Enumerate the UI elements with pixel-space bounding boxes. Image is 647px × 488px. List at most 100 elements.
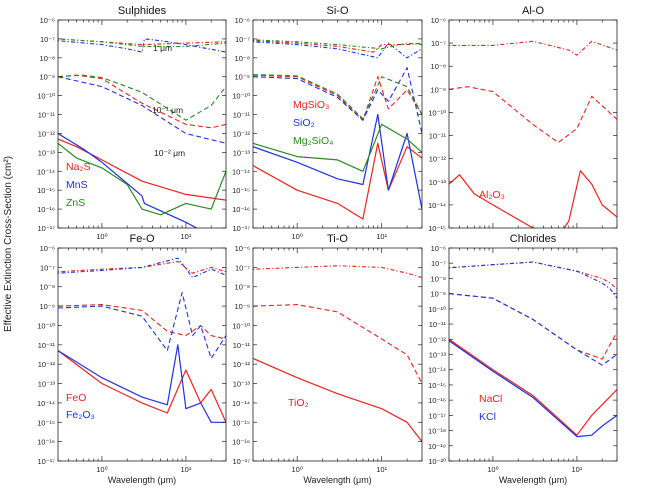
series-line (58, 38, 226, 46)
y-tick-label: 10⁻¹⁵ (232, 186, 250, 195)
x-axis-label: Wavelength (μm) (303, 475, 371, 485)
series-group (449, 40, 617, 228)
y-tick-label: 10⁻¹⁵ (37, 186, 55, 195)
y-tick-label: 10⁻¹¹ (429, 320, 447, 329)
series-line (253, 74, 422, 120)
panel-title: Ti-O (327, 233, 348, 245)
series-line (253, 39, 422, 50)
legend-entry: ZnS (66, 197, 85, 209)
y-tick-label: 10⁻¹³ (233, 148, 251, 157)
panel-2: Si-O 10⁻¹⁷ 10⁻¹⁶ 10⁻¹⁵ 10⁻¹⁴ 10⁻¹³ 10⁻¹² 10⁻¹¹ 1… (232, 5, 423, 241)
y-tick-label: 10⁻¹⁷ (37, 224, 55, 233)
y-tick-label: 10⁻⁷ (431, 39, 446, 48)
legend-entry: MnS (66, 179, 88, 191)
series-line (449, 293, 617, 366)
y-tick-label: 10⁻¹⁴ (428, 201, 446, 210)
x-tick-label: 10⁰ (292, 465, 303, 474)
y-tick-label: 10⁻⁷ (40, 35, 55, 44)
y-tick-label: 10⁻⁶ (431, 244, 446, 253)
series-line (58, 132, 198, 228)
y-tick-label: 10⁻⁶ (431, 16, 446, 25)
legend-entry: Fe₂O₃ (66, 409, 95, 421)
series-line (449, 170, 617, 228)
series-line (58, 142, 226, 216)
y-tick-label: 10⁻⁹ (39, 73, 55, 82)
panel-3: Al-O 10⁻¹⁵ 10⁻¹⁴ 10⁻¹³ 10⁻¹² 10⁻¹¹ 10⁻¹⁰ 10⁻⁹ 10… (428, 5, 618, 233)
legend-entry: Al₂O₃ (479, 189, 505, 201)
y-tick-label: 10⁻¹⁶ (37, 438, 55, 447)
y-tick-label: 10⁻⁸ (235, 54, 250, 63)
y-tick-label: 10⁻¹⁸ (428, 427, 446, 436)
series-line (58, 260, 226, 274)
y-tick-label: 10⁻⁶ (40, 244, 55, 253)
y-tick-label: 10⁻¹⁰ (37, 321, 55, 330)
series-line (58, 138, 226, 201)
x-tick-label: 10¹ (376, 465, 387, 474)
y-tick-label: 10⁻¹⁰ (428, 108, 446, 117)
x-tick-label: 10¹ (180, 232, 191, 241)
y-tick-label: 10⁻¹⁵ (232, 418, 250, 427)
series-group (58, 38, 226, 228)
size-annotation: 10⁻² μm (154, 148, 185, 158)
legend-entry: Na₂S (66, 161, 91, 173)
panel-title: Chlorides (510, 233, 557, 245)
x-tick-label: 10⁰ (96, 232, 107, 241)
series-line (253, 67, 422, 134)
y-tick-label: 10⁻⁹ (234, 73, 250, 82)
y-tick-label: 10⁻¹⁵ (37, 418, 55, 427)
y-tick-label: 10⁻¹³ (233, 380, 251, 389)
y-tick-label: 10⁻¹⁹ (428, 442, 446, 451)
series-line (58, 350, 226, 423)
series-line (58, 292, 226, 359)
panel-1: Sulphides 10⁻¹⁷ 10⁻¹⁶ 10⁻¹⁵ 10⁻¹⁴ 10⁻¹³ 10⁻¹² 1… (37, 5, 227, 241)
y-tick-label: 10⁻⁶ (235, 16, 250, 25)
x-axis-label: Wavelength (μm) (108, 475, 176, 485)
y-tick-label: 10⁻¹⁷ (428, 411, 446, 420)
axes-frame (252, 247, 423, 462)
y-tick-label: 10⁻¹² (38, 129, 56, 138)
x-axis-label: Wavelength (μm) (499, 475, 567, 485)
legend-entry: FeO (66, 392, 86, 404)
y-tick-label: 10⁻⁶ (235, 244, 250, 253)
panel-title: Fe-O (129, 233, 155, 245)
y-tick-label: 10⁻⁷ (235, 263, 250, 272)
y-tick-label: 10⁻¹³ (38, 380, 56, 389)
x-tick-label: 10⁰ (96, 465, 107, 474)
y-tick-label: 10⁻⁸ (40, 54, 55, 63)
y-tick-label: 10⁻¹⁰ (232, 321, 250, 330)
panel-title: Sulphides (118, 5, 167, 17)
y-tick-label: 10⁻¹¹ (38, 111, 56, 120)
series-line (449, 86, 617, 144)
legend-entry: TiO₂ (288, 397, 309, 409)
legend-entry: MgSiO₃ (293, 99, 329, 111)
y-tick-label: 10⁻¹⁰ (37, 92, 55, 101)
series-line (58, 344, 226, 423)
x-tick-label: 10¹ (376, 232, 387, 241)
y-tick-label: 10⁻¹³ (429, 178, 447, 187)
y-tick-label: 10⁻²⁰ (428, 457, 446, 466)
panels: Sulphides 10⁻¹⁷ 10⁻¹⁶ 10⁻¹⁵ 10⁻¹⁴ 10⁻¹³ 10⁻¹² 1… (37, 5, 618, 485)
y-tick-label: 10⁻¹⁴ (232, 167, 250, 176)
y-tick-label: 10⁻¹⁶ (232, 438, 250, 447)
y-tick-label: 10⁻⁷ (431, 259, 446, 268)
series-line (449, 340, 617, 438)
y-axis-label: Effective Extinction Cross-Section (cm²) (3, 156, 14, 332)
series-line (253, 304, 422, 384)
axes-frame (448, 247, 618, 462)
legend-entry: SiO₂ (293, 117, 315, 129)
y-tick-label: 10⁻¹³ (38, 148, 56, 157)
panel-title: Al-O (522, 5, 544, 17)
y-tick-label: 10⁻¹⁴ (37, 167, 55, 176)
series-line (253, 40, 422, 53)
x-tick-label: 10¹ (571, 465, 582, 474)
y-tick-label: 10⁻¹⁷ (232, 224, 250, 233)
x-tick-label: 10⁰ (292, 232, 303, 241)
series-line (58, 74, 226, 121)
y-tick-label: 10⁻⁸ (235, 283, 250, 292)
y-tick-label: 10⁻¹⁷ (37, 457, 55, 466)
series-line (253, 357, 422, 442)
y-tick-label: 10⁻¹¹ (38, 341, 56, 350)
series-group (253, 265, 422, 442)
series-line (449, 338, 617, 436)
